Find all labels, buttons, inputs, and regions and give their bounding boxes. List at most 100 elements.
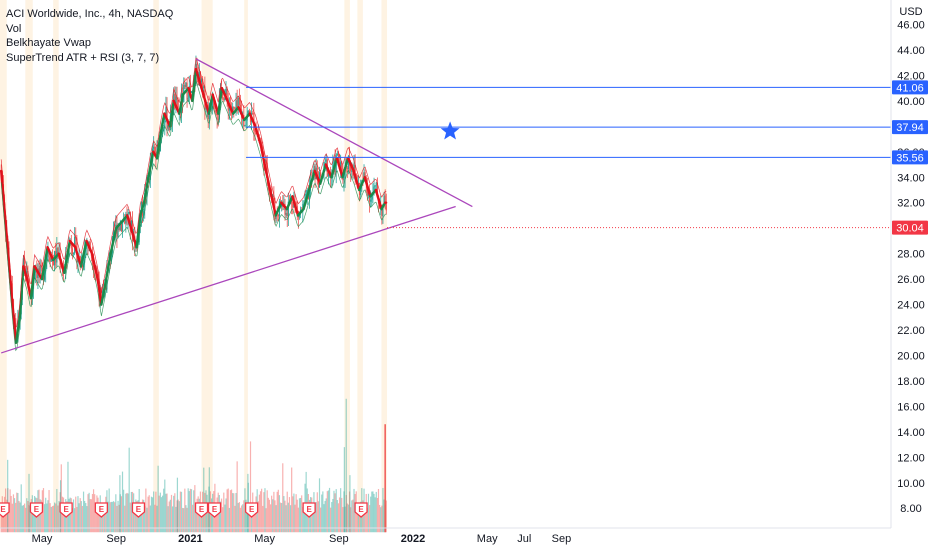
price-tick-label: 28.00 <box>897 249 925 261</box>
candle-body <box>57 247 59 257</box>
candle-body <box>38 268 40 275</box>
drawings[interactable] <box>0 58 891 354</box>
supertrend-line <box>12 322 17 335</box>
volume-bar <box>332 498 334 533</box>
time-axis[interactable]: May Sep 2021 May Sep 2022 May Jul Sep <box>32 533 572 545</box>
candle-body <box>232 106 234 112</box>
volume-bar <box>147 496 149 533</box>
candle-body <box>277 215 279 217</box>
volume-bar <box>294 504 296 533</box>
supertrend-indicator-label[interactable]: SuperTrend ATR + RSI (3, 7, 7) <box>6 51 160 64</box>
volume-bar <box>190 489 193 533</box>
supertrend-line <box>9 281 13 295</box>
candle-body <box>354 164 356 174</box>
candle-body <box>370 199 372 202</box>
volume-bar <box>70 498 72 533</box>
level-price-label: 35.56 <box>896 152 924 164</box>
volume-bar <box>139 503 141 533</box>
volume-bar <box>68 498 70 533</box>
volume-bar <box>54 502 56 533</box>
volume-bar <box>86 506 88 533</box>
volume-bar <box>327 490 330 533</box>
supertrend-line <box>4 225 8 239</box>
volume-bar <box>171 506 174 533</box>
volume-bar <box>272 499 274 533</box>
volume-bar <box>376 497 378 533</box>
candle-body <box>295 202 297 207</box>
volume-bar <box>381 505 383 533</box>
volume-bar <box>79 498 81 533</box>
volume-indicator-label[interactable]: Vol <box>6 22 22 35</box>
level-price-label: 37.94 <box>896 122 924 134</box>
volume-bar <box>344 506 346 533</box>
volume-bar <box>88 492 90 533</box>
volume-bar <box>279 502 282 533</box>
volume-bar <box>353 488 355 533</box>
volume-bar <box>89 499 91 533</box>
supertrend-line <box>191 91 195 103</box>
volume-bar <box>101 507 104 533</box>
candle-body <box>213 101 215 108</box>
volume-bar <box>334 493 336 533</box>
volume-bar <box>302 506 304 533</box>
volume-bar <box>264 488 266 533</box>
volume-bar <box>305 471 307 533</box>
supertrend-line <box>12 312 16 325</box>
candle-body <box>234 108 236 110</box>
candle-body <box>317 179 319 188</box>
time-tick-label: Jul <box>517 533 531 545</box>
candle-body <box>175 96 177 109</box>
volume-bar <box>23 503 26 533</box>
volume-bar <box>350 507 352 533</box>
symbol-title[interactable]: ACI Worldwide, Inc., 4h, NASDAQ <box>6 8 174 20</box>
volume-bar <box>268 499 271 533</box>
volume-bar <box>141 499 144 533</box>
candle-body <box>350 165 352 172</box>
candle-body <box>189 86 191 93</box>
volume-bar <box>176 500 178 533</box>
volume-bar <box>284 500 286 533</box>
volume-bar <box>26 498 28 533</box>
volume-bar <box>383 499 385 533</box>
volume-bar <box>331 502 333 533</box>
earnings-flag-letter: E <box>136 505 142 514</box>
volume-bar <box>337 503 340 533</box>
volume-bar <box>225 498 227 533</box>
volume-bar <box>192 504 194 533</box>
volume-bar <box>370 496 372 533</box>
volume-bar <box>105 496 107 533</box>
volume-bar <box>357 504 360 533</box>
volume-bar <box>17 493 19 533</box>
volume-bar <box>118 504 120 533</box>
price-tick-label: 24.00 <box>897 300 925 312</box>
volume-bar <box>81 505 84 533</box>
volume-bar <box>348 491 351 533</box>
candle-body <box>35 270 37 273</box>
earnings-flag-icon <box>302 502 316 518</box>
candle-body <box>244 125 246 127</box>
earnings-flag-letter: E <box>306 505 312 514</box>
candle-body <box>210 107 213 109</box>
supertrend-line <box>0 180 5 195</box>
price-axis[interactable]: USD 8.00 10.00 12.00 14.00 16.00 18.00 20.00 22.… <box>892 6 928 515</box>
level-price-label-bg <box>892 150 928 165</box>
candle-body <box>252 112 254 114</box>
volume-bar <box>100 507 102 533</box>
volume-bar <box>358 505 361 533</box>
volume-bar <box>30 499 32 533</box>
session-shade <box>344 0 350 528</box>
volume-bar <box>367 493 370 533</box>
volume-bar <box>40 500 42 533</box>
volume-bar <box>25 507 27 533</box>
vwap-indicator-label[interactable]: Belkhayate Vwap <box>6 37 91 49</box>
volume-bar <box>87 494 89 533</box>
candle-body <box>336 153 338 155</box>
volume-bar <box>168 501 170 533</box>
volume-bar <box>297 507 299 533</box>
volume-spike <box>343 447 345 533</box>
volume-bar <box>262 505 264 533</box>
volume-bar <box>257 501 259 533</box>
earnings-flag-icon <box>29 502 44 518</box>
